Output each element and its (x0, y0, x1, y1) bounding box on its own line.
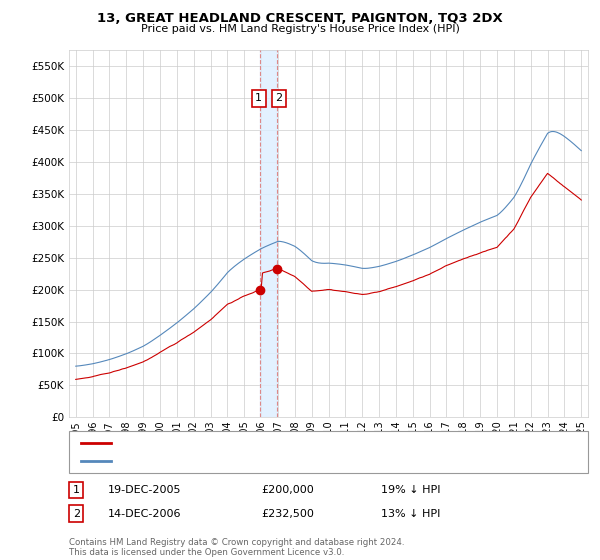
Bar (260, 50, 277, 417)
Text: 13, GREAT HEADLAND CRESCENT, PAIGNTON, TQ3 2DX (detached house): 13, GREAT HEADLAND CRESCENT, PAIGNTON, T… (120, 438, 503, 448)
Text: 14-DEC-2006: 14-DEC-2006 (108, 508, 182, 519)
Text: £200,000: £200,000 (261, 485, 314, 495)
Text: 1: 1 (255, 94, 262, 103)
Text: Contains HM Land Registry data © Crown copyright and database right 2024.
This d: Contains HM Land Registry data © Crown c… (69, 538, 404, 557)
Text: 1: 1 (73, 485, 80, 495)
Text: 13, GREAT HEADLAND CRESCENT, PAIGNTON, TQ3 2DX: 13, GREAT HEADLAND CRESCENT, PAIGNTON, T… (97, 12, 503, 25)
Text: 2: 2 (275, 94, 283, 103)
Text: HPI: Average price, detached house, Torbay: HPI: Average price, detached house, Torb… (120, 456, 347, 466)
Text: 19% ↓ HPI: 19% ↓ HPI (381, 485, 440, 495)
Text: £232,500: £232,500 (261, 508, 314, 519)
Text: 13% ↓ HPI: 13% ↓ HPI (381, 508, 440, 519)
Text: 19-DEC-2005: 19-DEC-2005 (108, 485, 182, 495)
Text: 2: 2 (73, 508, 80, 519)
Text: Price paid vs. HM Land Registry's House Price Index (HPI): Price paid vs. HM Land Registry's House … (140, 24, 460, 34)
